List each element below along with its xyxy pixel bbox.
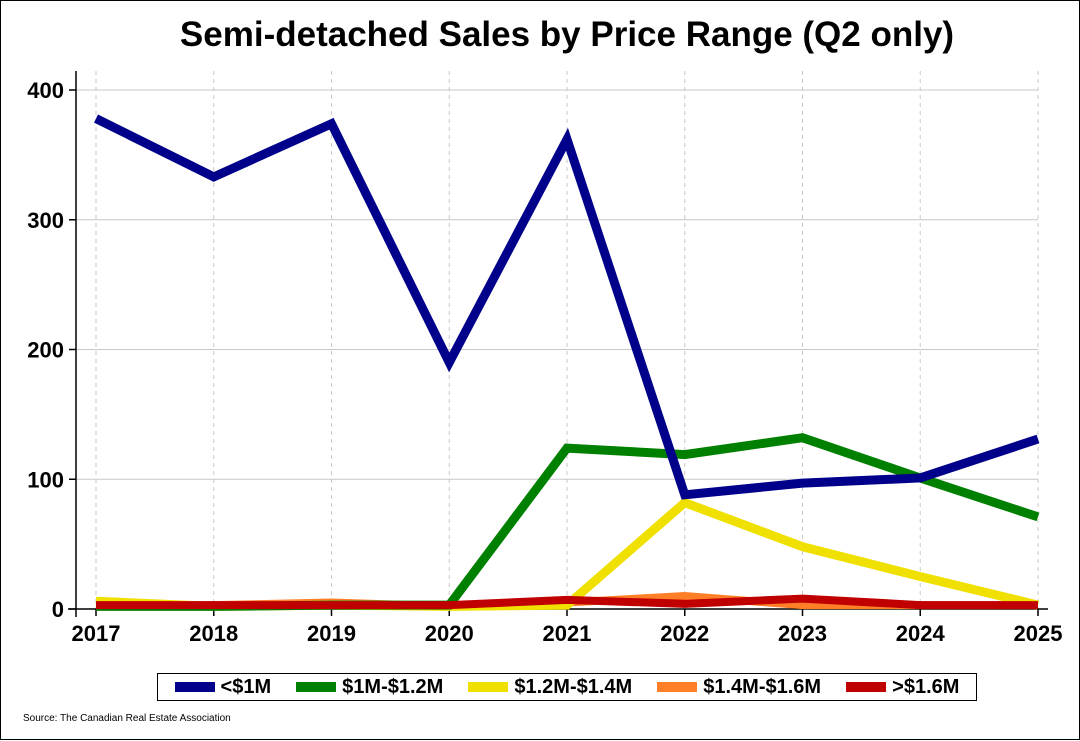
legend-label: $1.4M-$1.6M [703, 675, 822, 698]
x-tick-label: 2022 [660, 621, 709, 646]
y-tick-label: 300 [27, 208, 64, 233]
legend-swatch [468, 682, 509, 692]
x-tick-label: 2020 [425, 621, 474, 646]
legend-item: >$1.6M [846, 676, 959, 699]
legend-swatch [846, 682, 887, 692]
x-tick-label: 2018 [189, 621, 238, 646]
legend-swatch [174, 682, 215, 692]
legend-item: $1.2M-$1.4M [468, 676, 632, 699]
legend-label: $1.2M-$1.4M [514, 675, 633, 698]
legend-swatch [657, 682, 698, 692]
legend-label: <$1M [220, 675, 272, 698]
chart-title: Semi-detached Sales by Price Range (Q2 o… [179, 15, 955, 54]
series-line [94, 114, 1040, 500]
x-tick-label: 2019 [307, 621, 356, 646]
y-tick-label: 400 [27, 78, 64, 103]
y-tick-label: 0 [52, 597, 64, 622]
series-line [96, 594, 1038, 610]
x-tick-label: 2021 [543, 621, 592, 646]
x-tick-label: 2024 [896, 621, 946, 646]
legend-swatch [296, 682, 337, 692]
x-tick-label: 2025 [1014, 621, 1063, 646]
legend-label: $1M-$1.2M [342, 675, 444, 698]
legend-label: >$1.6M [892, 675, 960, 698]
y-tick-label: 200 [27, 338, 64, 363]
y-tick-label: 100 [27, 467, 64, 492]
x-tick-label: 2017 [72, 621, 121, 646]
x-tick-label: 2023 [778, 621, 827, 646]
source-note: Source: The Canadian Real Estate Associa… [23, 713, 231, 724]
legend: <$1M $1M-$1.2M $1.2M-$1.4M $1.4M-$1.6M >$1.6… [157, 673, 977, 701]
legend-item: $1.4M-$1.6M [657, 676, 821, 699]
legend-item: <$1M [174, 675, 272, 699]
legend-item: $1M-$1.2M [296, 676, 443, 699]
